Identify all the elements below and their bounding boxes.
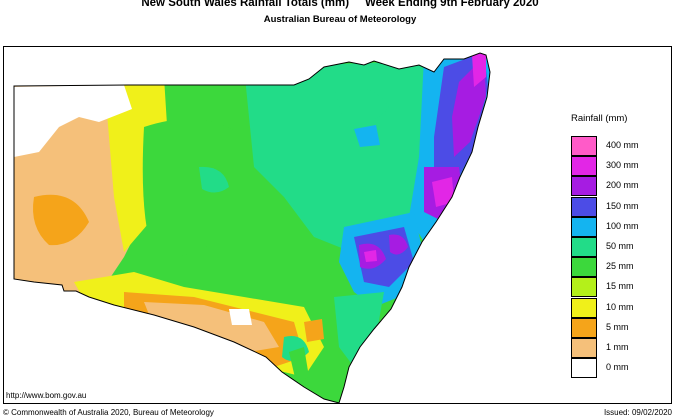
legend-label: 150 mm <box>606 200 639 211</box>
legend-swatch <box>571 317 597 338</box>
copyright-text: © Commonwealth of Australia 2020, Bureau… <box>3 408 214 417</box>
legend-swatch <box>571 338 597 358</box>
legend-swatch <box>571 297 597 318</box>
legend-label: 300 mm <box>606 160 639 171</box>
legend-label: 5 mm <box>606 321 629 332</box>
map-frame <box>3 46 672 404</box>
rainfall-map <box>13 52 491 403</box>
legend-swatch <box>571 176 597 197</box>
legend-swatch <box>571 257 597 278</box>
legend-title: Rainfall (mm) <box>571 113 628 124</box>
map-title: New South Wales Rainfall Totals (mm) Wee… <box>141 0 539 9</box>
legend-label: 100 mm <box>606 220 639 231</box>
source-url[interactable]: http://www.bom.gov.au <box>6 391 87 400</box>
nsw-border <box>13 52 491 403</box>
legend-label: 400 mm <box>606 140 639 150</box>
legend-swatch <box>571 358 597 379</box>
legend-label: 10 mm <box>606 301 634 312</box>
map-subtitle: Australian Bureau of Meteorology <box>263 14 417 25</box>
legend-label: 50 mm <box>606 241 634 251</box>
legend-label: 15 mm <box>606 281 634 292</box>
issued-date: Issued: 09/02/2020 <box>603 408 672 417</box>
legend-swatch <box>571 156 597 177</box>
legend-swatch <box>571 196 597 217</box>
legend-swatch <box>571 237 597 257</box>
legend-swatch <box>571 216 597 237</box>
legend-swatch <box>571 136 597 156</box>
legend-label: 0 mm <box>606 362 629 373</box>
legend-label: 200 mm <box>606 180 639 191</box>
legend-swatch <box>571 277 597 298</box>
legend-label: 1 mm <box>606 342 629 352</box>
legend-label: 25 mm <box>606 261 634 272</box>
